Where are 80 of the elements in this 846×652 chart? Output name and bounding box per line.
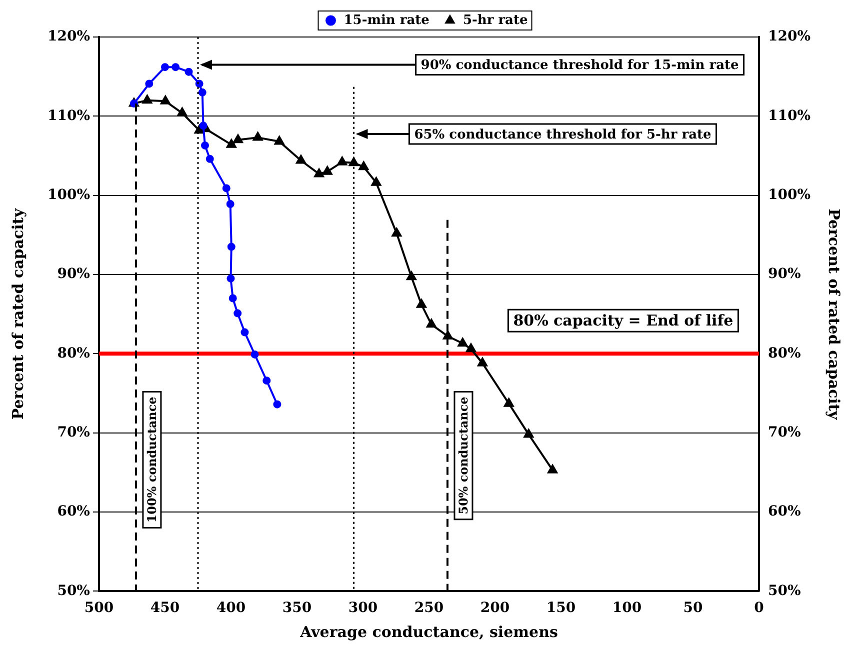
ref-line-label: 50% conductance [456,396,471,514]
point [371,177,382,186]
point [524,428,534,438]
point [199,122,208,130]
legend-label: 15-min rate [344,12,430,28]
point [548,464,558,474]
y-tick-label: 90% [57,266,90,282]
y-axis-title: Percent of rated capacity [8,207,27,420]
point [184,68,193,76]
point [392,228,402,237]
x-tick-label: 0 [754,600,764,616]
point [172,63,180,72]
point [348,157,359,166]
y-tick-label: 80% [57,345,90,362]
point [466,343,476,352]
point [358,161,369,170]
y2-tick-label: 120% [768,28,811,45]
ref-line-label: 65% conductance threshold for 5-hr rate [414,127,712,142]
point [504,398,514,407]
legend-label: 5-hr rate [462,12,528,28]
point [226,139,236,148]
y2-axis-title: Percent of rated capacity [825,208,844,421]
point [234,309,242,318]
point [406,271,416,280]
x-tick-label: 250 [414,600,444,616]
point [161,63,169,72]
point [442,330,453,340]
x-tick-label: 50 [683,600,703,616]
y2-tick-label: 60% [768,504,801,520]
point [200,141,209,150]
point [222,184,230,192]
x-tick-label: 400 [216,600,246,616]
point [206,154,214,163]
point [227,242,236,251]
y2-tick-label: 70% [768,424,801,440]
point [228,294,237,302]
point [145,80,154,88]
point [273,400,282,408]
y-tick-label: 120% [47,28,90,45]
y2-tick-label: 80% [768,345,801,362]
point [314,168,324,178]
point [296,155,306,164]
point [322,166,332,175]
y-tick-label: 50% [57,582,90,599]
point [337,156,348,166]
point [226,200,234,208]
point [250,350,259,358]
x-axis-title: Average conductance, siemens [299,622,558,641]
y2-tick-label: 90% [768,266,801,282]
ref-line-label: 100% conductance [145,396,160,523]
point [240,328,249,336]
y-tick-label: 100% [47,186,90,203]
y2-tick-label: 100% [768,186,811,203]
point [160,96,170,104]
y2-tick-label: 110% [768,108,811,124]
ref-line-label: 90% conductance threshold for 15-min rate [420,58,739,74]
point [262,376,271,385]
point [252,132,263,141]
x-tick-label: 200 [480,600,510,616]
point [198,88,206,96]
point [226,274,235,282]
point [233,134,243,144]
x-tick-label: 500 [84,600,114,616]
x-tick-label: 450 [150,600,180,616]
ref-line-label: 80% capacity = End of life [513,312,734,330]
x-tick-label: 100 [612,600,642,616]
y-tick-label: 110% [47,108,90,124]
x-tick-label: 350 [282,600,312,616]
x-tick-label: 150 [546,600,576,616]
point [274,136,284,145]
point [426,318,436,328]
y2-tick-label: 50% [768,582,801,599]
y-tick-label: 70% [57,424,90,440]
x-tick-label: 300 [348,600,378,616]
y-tick-label: 60% [57,504,90,520]
point [177,108,188,116]
point [458,338,468,347]
point [416,299,426,308]
point [142,94,152,104]
point [478,358,488,366]
